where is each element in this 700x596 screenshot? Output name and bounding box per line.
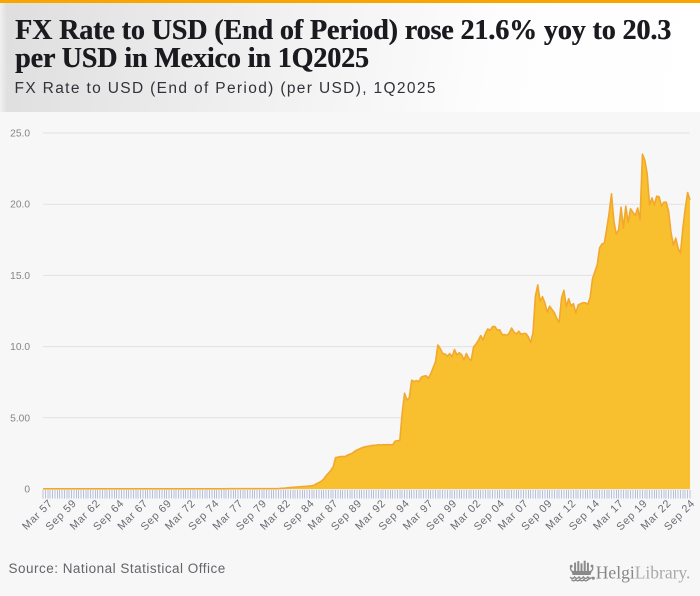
- svg-text:10.0: 10.0: [10, 342, 30, 353]
- svg-text:5.00: 5.00: [10, 413, 30, 424]
- svg-text:20.0: 20.0: [10, 200, 30, 211]
- svg-text:0: 0: [24, 485, 30, 496]
- svg-text:25.0: 25.0: [10, 129, 30, 140]
- svg-text:HelgiLibrary.: HelgiLibrary.: [596, 563, 691, 583]
- svg-text:15.0: 15.0: [10, 271, 30, 282]
